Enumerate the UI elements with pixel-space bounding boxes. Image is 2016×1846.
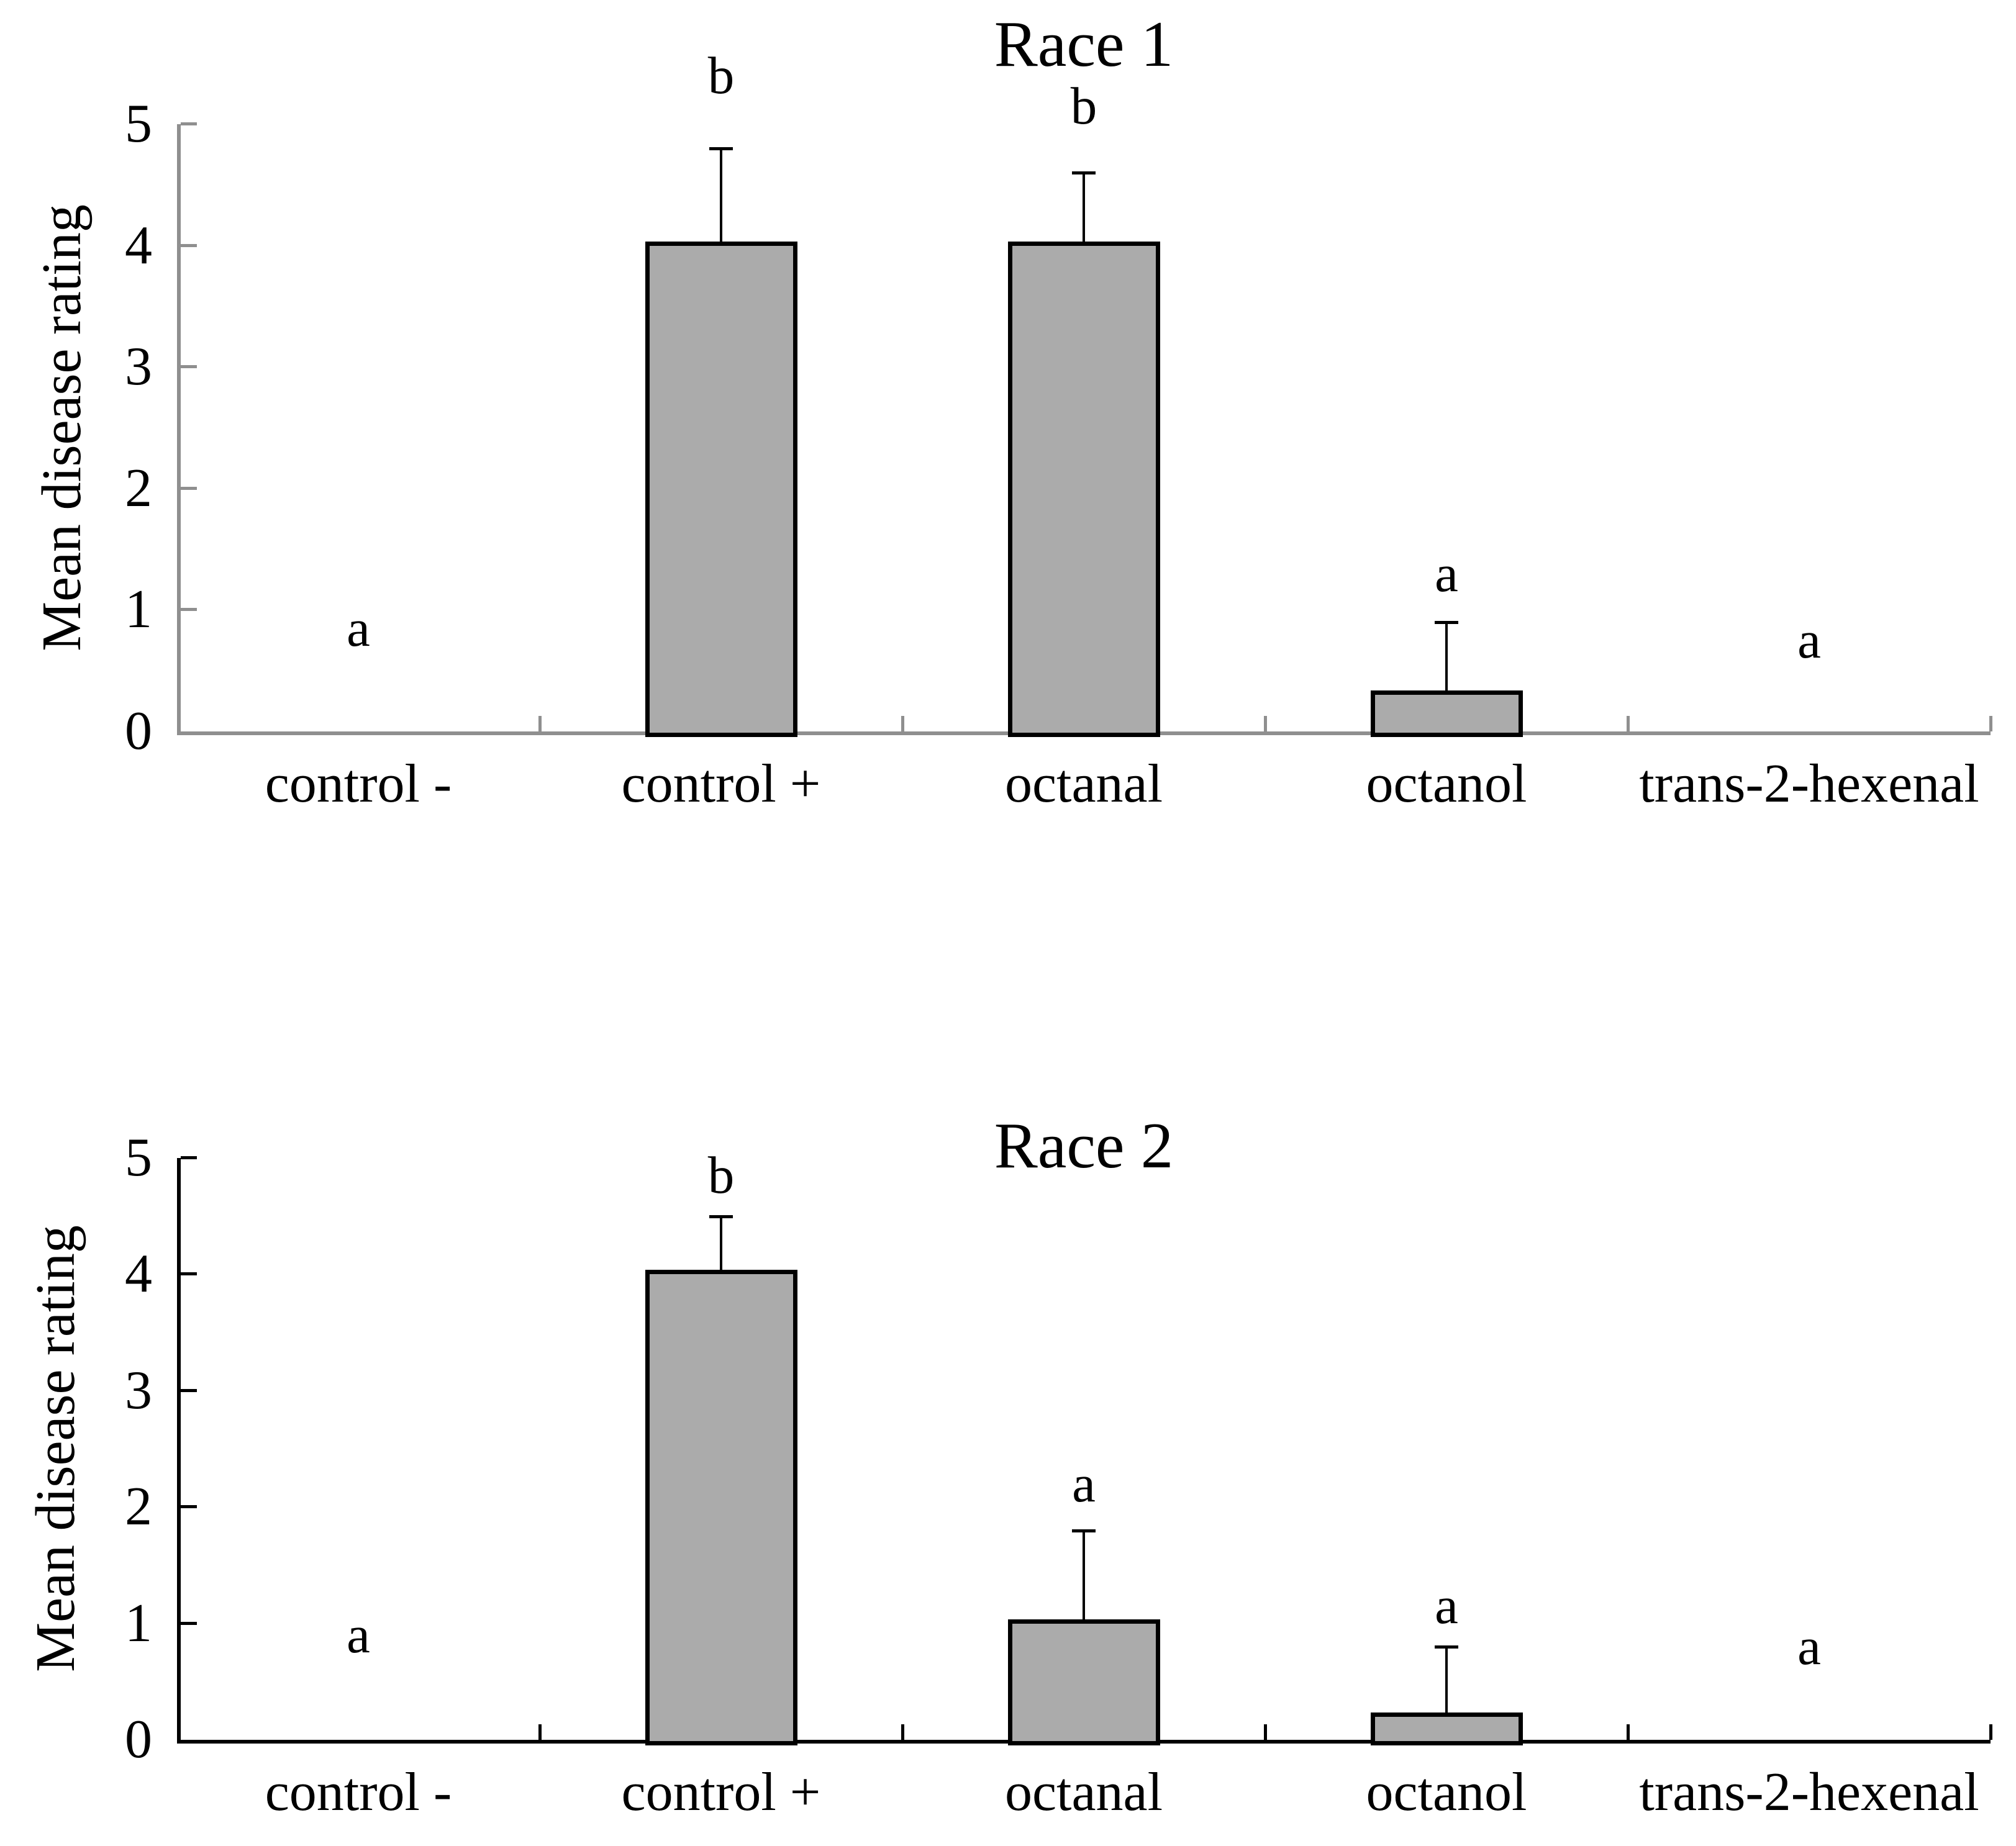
bar [1371,690,1523,737]
bar [1371,1712,1523,1745]
y-axis-tick [181,1505,197,1509]
error-bar-line [720,148,722,242]
chart-title-race-2: Race 2 [994,1109,1174,1182]
y-axis-tick [181,1621,197,1625]
significance-letter: b [707,1146,735,1205]
significance-letter: a [1072,1454,1096,1513]
category-label: control - [265,1762,452,1822]
y-tick-label: 0 [125,701,152,761]
y-tick-label: 4 [125,215,152,276]
y-tick-label: 1 [125,1593,152,1654]
category-boundary-tick [1627,1724,1630,1740]
significance-letter: a [347,1606,370,1665]
category-boundary-tick [901,716,904,731]
error-bar-cap [1435,620,1458,624]
bar [1008,1619,1160,1745]
plot-area-race-2: 0 1 2 3 4 5 a control - b control + a octanal a octan… [125,1128,1992,1822]
plot-area-race-1: 0 1 2 3 4 5 a control - b control + b octanal a octan… [125,47,1992,814]
error-bar-cap [1072,171,1096,175]
category-boundary-tick [901,1724,904,1740]
category-label: octanal [1004,1762,1163,1822]
category-label: octanal [1004,754,1163,814]
y-tick-label: 4 [125,1244,152,1305]
category-label: trans-2-hexenal [1639,1762,1979,1822]
category-boundary-tick [538,716,542,731]
category-label: octanol [1366,1762,1527,1822]
category-boundary-tick [1264,716,1267,731]
significance-letter: a [347,599,370,658]
y-axis-tick [181,1272,197,1276]
error-bar-line [1445,622,1448,691]
category-boundary-tick [1264,1724,1267,1740]
error-bar-cap [709,147,733,151]
significance-letter: b [1070,76,1097,135]
y-tick-label: 5 [125,1128,152,1188]
y-tick-label: 3 [125,337,152,397]
category-label: trans-2-hexenal [1639,754,1979,814]
y-axis-tick [181,243,197,247]
bar [645,241,797,737]
bar [1008,241,1160,737]
chart-title-race-1: Race 1 [994,7,1174,80]
category-label: control + [621,754,821,814]
bar [645,1270,797,1745]
category-label: control + [621,1762,821,1822]
y-axis-tick [181,122,197,125]
error-bar-cap [709,1215,733,1218]
y-axis-line [177,124,181,735]
y-tick-label: 1 [125,579,152,640]
y-axis-label-race-2: Mean disease rating [25,1225,86,1672]
significance-letter: b [707,46,735,105]
error-bar-line [720,1216,722,1270]
y-axis-tick [181,486,197,490]
y-tick-label: 2 [125,1477,152,1537]
y-tick-label: 2 [125,458,152,518]
error-bar-line [1083,1530,1085,1619]
category-boundary-tick [1627,716,1630,731]
category-label: octanol [1366,754,1527,814]
significance-letter: a [1435,1577,1458,1636]
y-axis-tick [181,1156,197,1159]
category-boundary-tick [538,1724,542,1740]
significance-letter: a [1797,611,1821,670]
category-boundary-tick [1989,716,1992,731]
significance-letter: a [1797,1618,1821,1676]
y-tick-label: 5 [125,94,152,154]
y-axis-tick [181,365,197,369]
error-bar-cap [1072,1529,1096,1532]
error-bar-line [1445,1647,1448,1713]
category-boundary-tick [1989,1724,1992,1740]
y-tick-label: 3 [125,1360,152,1421]
y-axis-tick [181,1388,197,1392]
significance-letter: a [1435,544,1458,603]
y-tick-label: 0 [125,1709,152,1770]
error-bar-cap [1435,1645,1458,1649]
error-bar-line [1083,173,1085,242]
y-axis-tick [181,608,197,612]
category-label: control - [265,754,452,814]
y-axis-line [177,1158,181,1744]
